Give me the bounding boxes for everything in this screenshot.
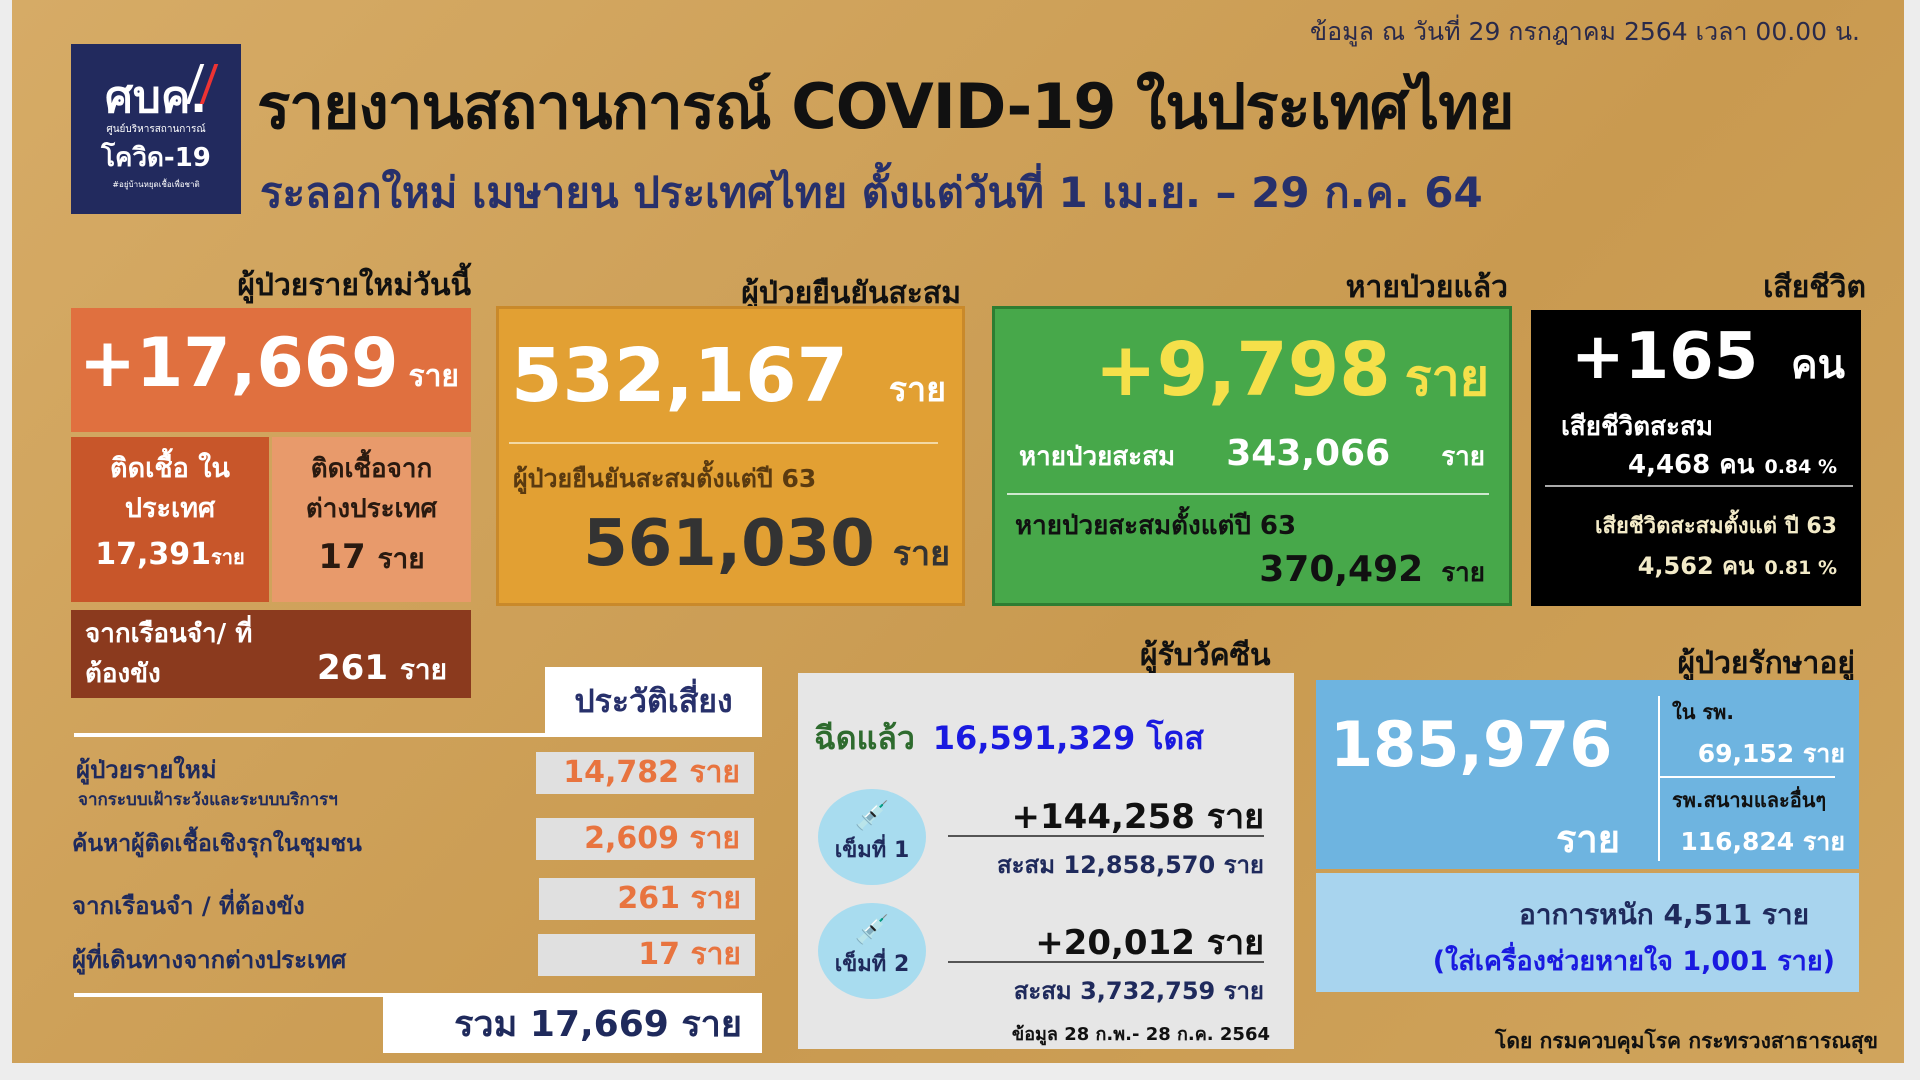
risk-row-label: ผู้ที่เดินทางจากต่างประเทศ [72,946,347,974]
logo-tagline: #อยู่บ้านหยุดเชื้อเพื่อชาติ [112,180,200,189]
vaccine-label: ผู้รับวัคซีน [1140,638,1271,673]
divider [509,442,938,444]
divider [74,733,762,737]
divider [1545,485,1853,487]
vaccine-injected-label: ฉีดแล้ว [814,719,915,757]
risk-row-sublabel: จากระบบเฝ้าระวังและระบบบริการฯ [78,790,338,810]
divider [948,835,1264,837]
cumulative-since63-label: ผู้ป่วยยืนยันสะสมตั้งแต่ปี 63 [513,464,817,493]
hospital-value: 69,152 ราย [1697,739,1845,768]
prison-label: จากเรือนจำ/ ที่ต้องขัง [85,619,253,689]
treatment-box: 185,976 ราย ใน รพ. 69,152 ราย รพ.สนามและ… [1316,680,1859,869]
field-hospital-value: 116,824 ราย [1680,827,1845,856]
imported-label: ติดเชื้อจาก ต่างประเทศ [305,454,438,524]
deaths-value: +165 [1571,320,1759,394]
recovered-cum-value: 343,066 [1226,433,1391,474]
deaths-unit: คน [1790,342,1845,388]
risk-row-value: 14,782 ราย [536,752,754,794]
vaccine-injected-value: 16,591,329 โดส [932,719,1204,757]
logo-main: ศบค. [104,72,207,123]
vaccine-panel: ฉีดแล้ว 16,591,329 โดส 💉 เข็มที่ 1 +144,… [798,673,1294,1049]
divider [1658,776,1835,778]
domestic-label: ติดเชื้อ ในประเทศ [110,453,230,524]
divider [1007,493,1489,495]
cumulative-since63-unit: ราย [892,534,950,574]
recovered-label: หายป่วยแล้ว [1345,270,1508,305]
divider [74,993,762,997]
dose1-label: เข็มที่ 1 [834,838,910,863]
deaths-since63-label: เสียชีวิตสะสมตั้งแต่ ปี 63 [1595,514,1837,539]
deaths-since63-pct: 0.81 % [1764,557,1837,579]
divider [1658,696,1660,861]
recovered-since63-label: หายป่วยสะสมตั้งแต่ปี 63 [1015,511,1297,541]
risk-header: ประวัติเสี่ยง [545,667,762,735]
deaths-cum-value: 4,468 คน [1628,450,1755,480]
data-date: ข้อมูล ณ วันที่ 29 กรกฎาคม 2564 เวลา 00.… [1310,17,1860,46]
syringe-icon: 💉 [854,913,890,946]
recovered-value: +9,798 [1094,327,1391,413]
severe-box: อาการหนัก 4,511 ราย (ใส่เครื่องช่วยหายใจ… [1316,873,1859,992]
imported-value: 17 [318,537,366,577]
new-cases-label: ผู้ป่วยรายใหม่วันนี้ [237,268,471,303]
risk-total: รวม 17,669 ราย [383,996,762,1053]
deaths-label: เสียชีวิต [1763,270,1866,305]
dose2-label: เข็มที่ 2 [834,952,910,977]
recovered-cum-unit: ราย [1441,442,1485,472]
treatment-unit: ราย [1556,817,1621,861]
imported-box: ติดเชื้อจาก ต่างประเทศ 17 ราย [272,437,471,602]
hospital-label: ใน รพ. [1672,700,1734,724]
source-footer: โดย กรมควบคุมโรค กระทรวงสาธารณสุข [1495,1029,1878,1053]
logo-line1: ศูนย์บริหารสถานการณ์ [106,124,206,135]
dose1-new: +144,258 ราย [1011,797,1264,837]
prison-unit: ราย [399,653,447,686]
deaths-cum-pct: 0.84 % [1764,456,1837,478]
treatment-label: ผู้ป่วยรักษาอยู่ [1677,646,1855,681]
syringe-icon: 💉 [854,799,890,832]
dose1-badge: 💉 เข็มที่ 1 [818,789,926,885]
deaths-box: +165 คน เสียชีวิตสะสม 4,468 คน 0.84 % เส… [1531,310,1861,606]
page-subtitle: ระลอกใหม่ เมษายน ประเทศไทย ตั้งแต่วันที่… [260,168,1483,217]
dose1-cum: สะสม 12,858,570 ราย [997,851,1264,879]
risk-row-value: 261 ราย [539,878,755,920]
cumulative-label: ผู้ป่วยยืนยันสะสม [741,276,961,311]
risk-row-value: 2,609 ราย [536,818,754,860]
page-title: รายงานสถานการณ์ COVID-19 ในประเทศไทย [257,70,1514,143]
prison-box: จากเรือนจำ/ ที่ต้องขัง 261 ราย [71,610,471,698]
dose2-cum: สะสม 3,732,759 ราย [1013,977,1264,1005]
risk-row-label: จากเรือนจำ / ที่ต้องขัง [72,892,305,920]
recovered-cum-label: หายป่วยสะสม [1019,442,1176,472]
ventilator-cases: (ใส่เครื่องช่วยหายใจ 1,001 ราย) [1432,946,1835,977]
new-cases-value: +17,669 [79,324,399,403]
deaths-since63-value: 4,562 คน [1637,552,1755,580]
imported-unit: ราย [377,542,425,575]
treatment-value: 185,976 [1330,708,1613,781]
cumulative-since63-value: 561,030 [583,507,875,581]
field-hospital-label: รพ.สนามและอื่นๆ [1672,788,1827,812]
divider [948,961,1264,963]
domestic-unit: ราย [211,545,245,569]
dose2-badge: 💉 เข็มที่ 2 [818,903,926,999]
new-cases-box: +17,669 ราย [71,308,471,432]
risk-row-label: ผู้ป่วยรายใหม่ [76,756,217,784]
dose2-new: +20,012 ราย [1035,923,1264,963]
recovered-box: +9,798 ราย หายป่วยสะสม 343,066 ราย หายป่… [992,306,1512,606]
prison-value: 261 [317,648,388,688]
recovered-unit: ราย [1404,349,1489,407]
cumulative-value: 532,167 [511,333,849,419]
cca-logo: ศบค. ศูนย์บริหารสถานการณ์ โควิด-19 #อยู่… [71,44,241,214]
deaths-cum-label: เสียชีวิตสะสม [1561,412,1713,442]
recovered-since63-value: 370,492 [1259,549,1424,590]
risk-row-label: ค้นหาผู้ติดเชื้อเชิงรุกในชุมชน [72,831,362,857]
cumulative-unit: ราย [888,370,946,410]
new-cases-unit: ราย [408,359,459,394]
recovered-since63-unit: ราย [1441,558,1485,588]
vaccine-note: ข้อมูล 28 ก.พ.- 28 ก.ค. 2564 [1011,1024,1270,1045]
severe-cases: อาการหนัก 4,511 ราย [1518,898,1809,931]
domestic-value: 17,391 [95,537,212,572]
risk-row-value: 17 ราย [538,934,755,976]
cumulative-box: 532,167 ราย ผู้ป่วยยืนยันสะสมตั้งแต่ปี 6… [496,306,965,606]
domestic-box: ติดเชื้อ ในประเทศ 17,391ราย [71,437,269,602]
logo-line2: โควิด-19 [101,143,211,173]
